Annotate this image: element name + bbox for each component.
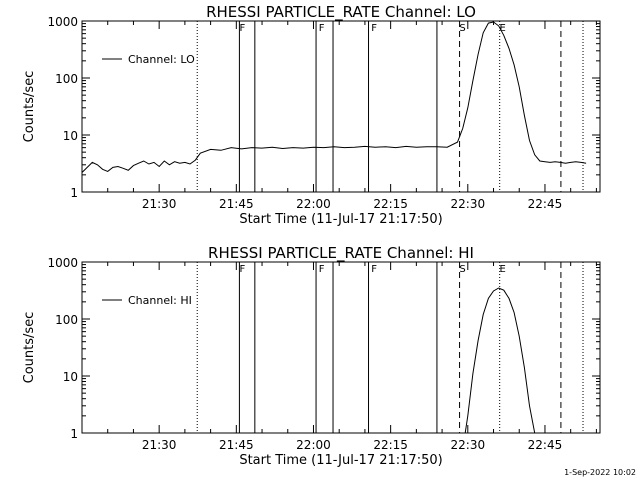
x-tick-label: 21:30 — [142, 197, 177, 211]
y-tick-label: 1000 — [47, 15, 78, 29]
flag-label: F — [319, 264, 325, 275]
x-axis-label: Start Time (11-Jul-17 21:17:50) — [239, 212, 442, 227]
y-tick-label: 1 — [70, 186, 78, 200]
plot-frame — [81, 261, 601, 434]
flag-label: F — [319, 23, 325, 34]
x-tick-label: 21:45 — [219, 197, 254, 211]
x-tick-label: 22:45 — [528, 438, 563, 452]
plot-frame — [81, 20, 601, 193]
y-axis-label: Counts/sec — [22, 71, 37, 143]
legend-label: Channel: LO — [128, 53, 195, 66]
x-axis-label: Start Time (11-Jul-17 21:17:50) — [239, 453, 442, 468]
x-tick-label: 22:15 — [373, 197, 408, 211]
chart-title: RHESSI PARTICLE_RATE Channel: HI — [208, 244, 474, 263]
chart-title: RHESSI PARTICLE_RATE Channel: LO — [206, 3, 476, 22]
x-tick-label: 22:30 — [451, 197, 486, 211]
x-tick-label: 22:30 — [451, 438, 486, 452]
panel-hi: RHESSI PARTICLE_RATE Channel: HI 21:30 21:… — [22, 244, 601, 468]
x-tick-label: 22:00 — [296, 197, 331, 211]
flag-label: E — [500, 23, 506, 34]
flag-label: S — [459, 264, 465, 275]
y-tick-label: 100 — [55, 72, 78, 86]
legend-label: Channel: HI — [128, 294, 192, 307]
y-tick-label: 1 — [70, 427, 78, 441]
x-tick-label: 21:30 — [142, 438, 177, 452]
series-line — [82, 21, 587, 173]
y-axis-label: Counts/sec — [22, 312, 37, 384]
panel-lo: RHESSI PARTICLE_RATE Channel: LO 21:30 21:… — [22, 3, 601, 227]
x-tick-label: 22:45 — [528, 197, 563, 211]
y-tick-label: 100 — [55, 313, 78, 327]
y-tick-label: 10 — [63, 129, 78, 143]
x-tick-label: 21:45 — [219, 438, 254, 452]
flag-label: F — [371, 23, 377, 34]
y-tick-label: 1000 — [47, 256, 78, 270]
flag-label: F — [371, 264, 377, 275]
y-tick-label: 10 — [63, 370, 78, 384]
flag-label: S — [459, 23, 465, 34]
x-tick-label: 22:15 — [373, 438, 408, 452]
flag-label: F — [240, 23, 246, 34]
x-tick-label: 22:00 — [296, 438, 331, 452]
series-line — [464, 287, 536, 433]
date-stamp: 1-Sep-2022 10:02 — [564, 468, 636, 477]
flag-label: E — [500, 264, 506, 275]
flag-label: F — [240, 264, 246, 275]
